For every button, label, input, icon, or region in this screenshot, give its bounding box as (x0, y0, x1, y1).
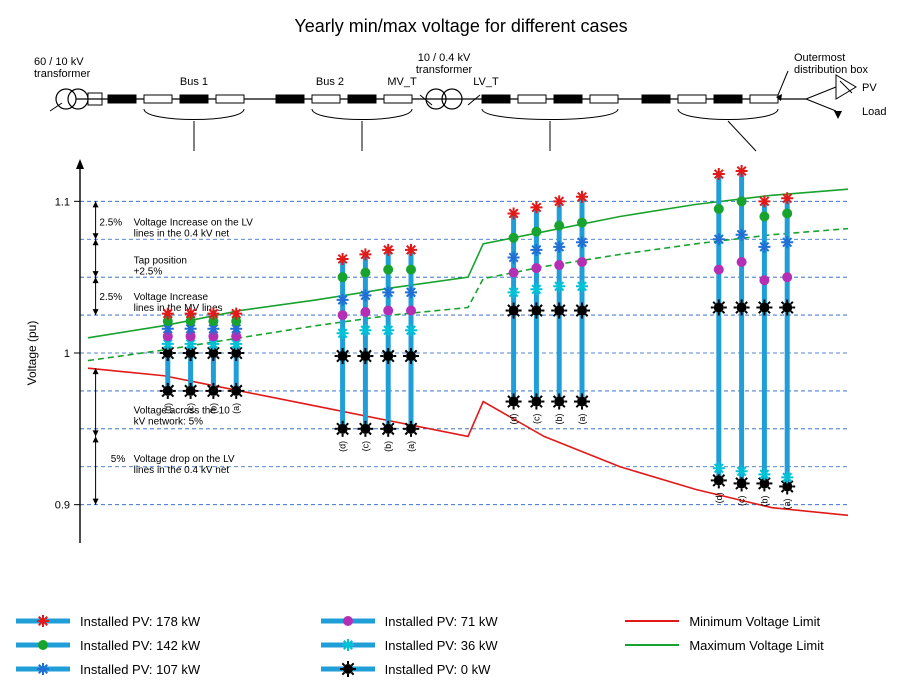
legend-item: Installed PV: 36 kW (321, 637, 602, 653)
svg-text:10 / 0.4 kV: 10 / 0.4 kV (418, 52, 471, 64)
legend-item: Installed PV: 142 kW (16, 637, 297, 653)
legend-item: Installed PV: 107 kW (16, 661, 297, 677)
svg-text:kV network: 5%: kV network: 5% (134, 417, 204, 428)
svg-text:Load: Load (862, 106, 886, 118)
svg-text:(a): (a) (782, 498, 792, 509)
svg-text:+2.5%: +2.5% (134, 267, 163, 278)
svg-text:(c): (c) (531, 414, 541, 425)
svg-text:lines in the 0.4 kV net: lines in the 0.4 kV net (134, 229, 230, 240)
svg-text:(b): (b) (208, 403, 218, 414)
svg-text:(a): (a) (577, 414, 587, 425)
legend-item: Installed PV: 0 kW (321, 661, 602, 677)
svg-text:(b): (b) (383, 441, 393, 452)
svg-text:Tap position: Tap position (134, 256, 187, 267)
svg-text:(d): (d) (163, 403, 173, 414)
legend-item: Minimum Voltage Limit (625, 613, 906, 629)
svg-text:(a): (a) (406, 441, 416, 452)
schematic-label-tf1: transformer (34, 68, 91, 80)
svg-text:(b): (b) (554, 414, 564, 425)
legend-label: Installed PV: 71 kW (385, 614, 498, 629)
svg-text:2.5%: 2.5% (99, 292, 122, 303)
svg-text:(b): (b) (759, 495, 769, 506)
svg-text:Voltage Increase on the LV: Voltage Increase on the LV (134, 218, 254, 229)
svg-text:PV: PV (862, 82, 877, 94)
svg-text:(d): (d) (338, 441, 348, 452)
svg-text:LV_T: LV_T (473, 76, 499, 88)
schematic-label-tf1: 60 / 10 kV (34, 56, 84, 68)
voltage-chart: 60 / 10 kVtransformerBus 1Bus 2MV_TLV_T1… (16, 41, 896, 601)
legend-label: Installed PV: 142 kW (80, 638, 200, 653)
legend-label: Installed PV: 107 kW (80, 662, 200, 677)
svg-text:lines in the 0.4 kV net: lines in the 0.4 kV net (134, 465, 230, 476)
svg-text:(a): (a) (231, 403, 241, 414)
legend-label: Installed PV: 36 kW (385, 638, 498, 653)
legend-label: Minimum Voltage Limit (689, 614, 820, 629)
svg-text:(c): (c) (360, 441, 370, 452)
legend-item: Maximum Voltage Limit (625, 637, 906, 653)
legend-item: Installed PV: 71 kW (321, 613, 602, 629)
svg-text:2.5%: 2.5% (99, 218, 122, 229)
svg-text:(d): (d) (509, 414, 519, 425)
svg-text:1: 1 (64, 348, 70, 360)
legend-label: Installed PV: 0 kW (385, 662, 491, 677)
chart-title: Yearly min/max voltage for different cas… (16, 16, 906, 37)
svg-text:(c): (c) (737, 495, 747, 506)
svg-text:0.9: 0.9 (55, 500, 70, 512)
svg-text:lines in the MV lines: lines in the MV lines (134, 303, 223, 314)
svg-text:Outermost: Outermost (794, 52, 845, 64)
legend-item: Installed PV: 178 kW (16, 613, 297, 629)
svg-text:Voltage (pu): Voltage (pu) (25, 321, 39, 386)
legend-label: Maximum Voltage Limit (689, 638, 823, 653)
svg-text:Voltage Increase: Voltage Increase (134, 292, 209, 303)
chart-legend: Installed PV: 178 kW Installed PV: 71 kW M… (16, 613, 906, 677)
svg-text:Bus 2: Bus 2 (316, 76, 344, 88)
svg-text:(d): (d) (714, 492, 724, 503)
svg-text:1.1: 1.1 (55, 196, 70, 208)
legend-label: Installed PV: 178 kW (80, 614, 200, 629)
svg-text:distribution box: distribution box (794, 64, 868, 76)
svg-text:Voltage drop on the LV: Voltage drop on the LV (134, 454, 235, 465)
svg-text:transformer: transformer (416, 64, 473, 76)
svg-text:5%: 5% (111, 454, 126, 465)
svg-text:Bus 1: Bus 1 (180, 76, 208, 88)
svg-text:MV_T: MV_T (387, 76, 417, 88)
svg-text:(c): (c) (186, 403, 196, 414)
